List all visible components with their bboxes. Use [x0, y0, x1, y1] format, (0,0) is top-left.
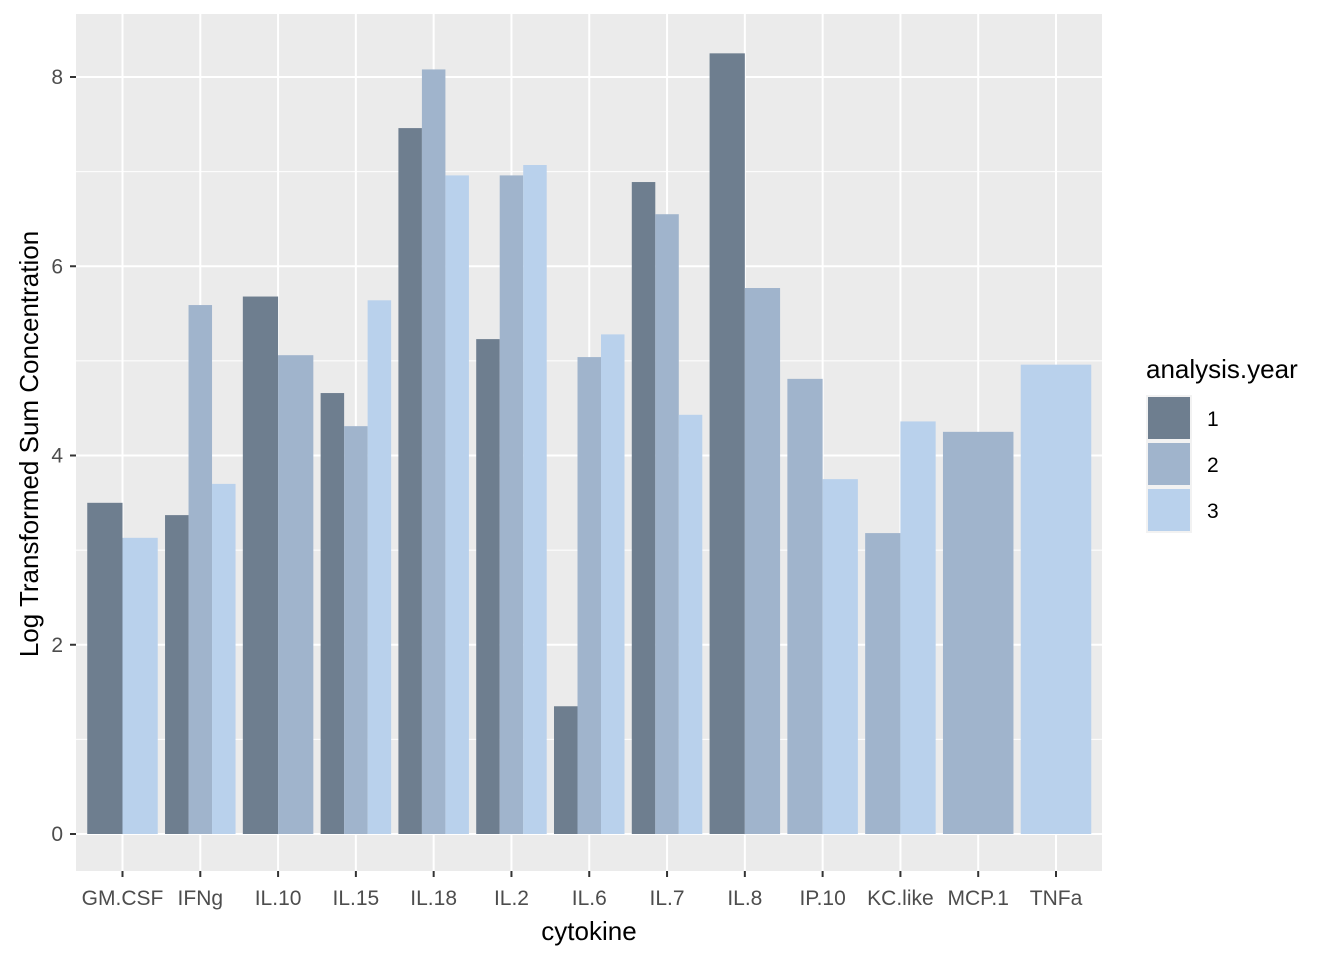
bar-IFNg-year-3: [212, 483, 236, 834]
x-tick-label: IL.18: [410, 887, 457, 910]
bar-IP.10-year-2: [787, 378, 823, 834]
x-tick-label: IP.10: [799, 887, 845, 910]
bar-IL.18-year-1: [398, 128, 422, 834]
bar-IL.7-year-3: [678, 414, 703, 834]
bar-IL.18-year-2: [421, 69, 446, 835]
bar-TNFa-year-3: [1020, 364, 1092, 834]
bar-IL.7-year-2: [655, 214, 679, 835]
bar-IL.18-year-3: [445, 175, 469, 834]
bar-MCP.1-year-2: [942, 431, 1014, 834]
bar-IL.10-year-1: [242, 296, 279, 834]
legend-label-year-3: 3: [1207, 500, 1219, 523]
x-tick-label: TNFa: [1030, 887, 1083, 910]
bar-IL.6-year-2: [577, 357, 601, 834]
y-tick-label: 0: [51, 823, 63, 846]
x-axis-title: cytokine: [541, 916, 636, 946]
bar-IL.7-year-1: [631, 182, 656, 834]
bar-IL.8-year-2: [744, 288, 781, 834]
bar-IFNg-year-2: [188, 305, 213, 834]
bar-KC.like-year-3: [900, 421, 936, 834]
x-tick-label: GM.CSF: [82, 887, 164, 910]
y-tick-label: 6: [51, 255, 63, 278]
x-tick-label: IL.6: [572, 887, 607, 910]
bar-IL.2-year-3: [523, 165, 547, 835]
bar-KC.like-year-2: [865, 533, 901, 834]
x-tick-label: IFNg: [178, 887, 224, 910]
legend-swatch-year-2: [1148, 443, 1190, 485]
legend-title: analysis.year: [1146, 354, 1298, 384]
bar-IL.2-year-2: [499, 175, 524, 834]
bar-IL.2-year-1: [476, 339, 500, 834]
bar-IL.6-year-1: [554, 706, 578, 834]
legend-label-year-1: 1: [1207, 408, 1219, 431]
axes: 0 2 4 6 8 GM.CSF IFNg IL.10 IL.15 IL.18 IL.2 IL.6 IL…: [51, 66, 1082, 910]
bar-IL.6-year-3: [601, 334, 625, 834]
y-tick-label: 8: [51, 66, 63, 89]
bar-IP.10-year-3: [822, 479, 858, 834]
legend: analysis.year 1 2 3: [1146, 354, 1298, 533]
legend-label-year-2: 2: [1207, 454, 1219, 477]
bar-IFNg-year-1: [165, 515, 189, 834]
x-tick-label: KC.like: [867, 887, 934, 910]
bars: [87, 53, 1092, 835]
bar-IL.15-year-1: [320, 393, 345, 834]
bar-IL.10-year-2: [278, 355, 314, 834]
legend-swatch-year-3: [1148, 489, 1190, 531]
x-tick-label: IL.2: [494, 887, 529, 910]
x-tick-label: IL.8: [727, 887, 762, 910]
bar-GM.CSF-year-3: [122, 537, 158, 834]
bar-GM.CSF-year-1: [87, 502, 123, 834]
y-axis-title: Log Transformed Sum Concentration: [14, 231, 44, 657]
bar-IL.15-year-2: [344, 426, 368, 834]
x-tick-label: IL.10: [255, 887, 302, 910]
y-tick-label: 2: [51, 634, 63, 657]
legend-swatch-year-1: [1148, 397, 1190, 439]
bar-IL.8-year-1: [709, 53, 745, 834]
x-tick-label: IL.15: [333, 887, 380, 910]
y-tick-label: 4: [51, 445, 63, 468]
x-tick-label: MCP.1: [947, 887, 1008, 910]
x-tick-label: IL.7: [650, 887, 685, 910]
bar-IL.15-year-3: [367, 300, 392, 834]
